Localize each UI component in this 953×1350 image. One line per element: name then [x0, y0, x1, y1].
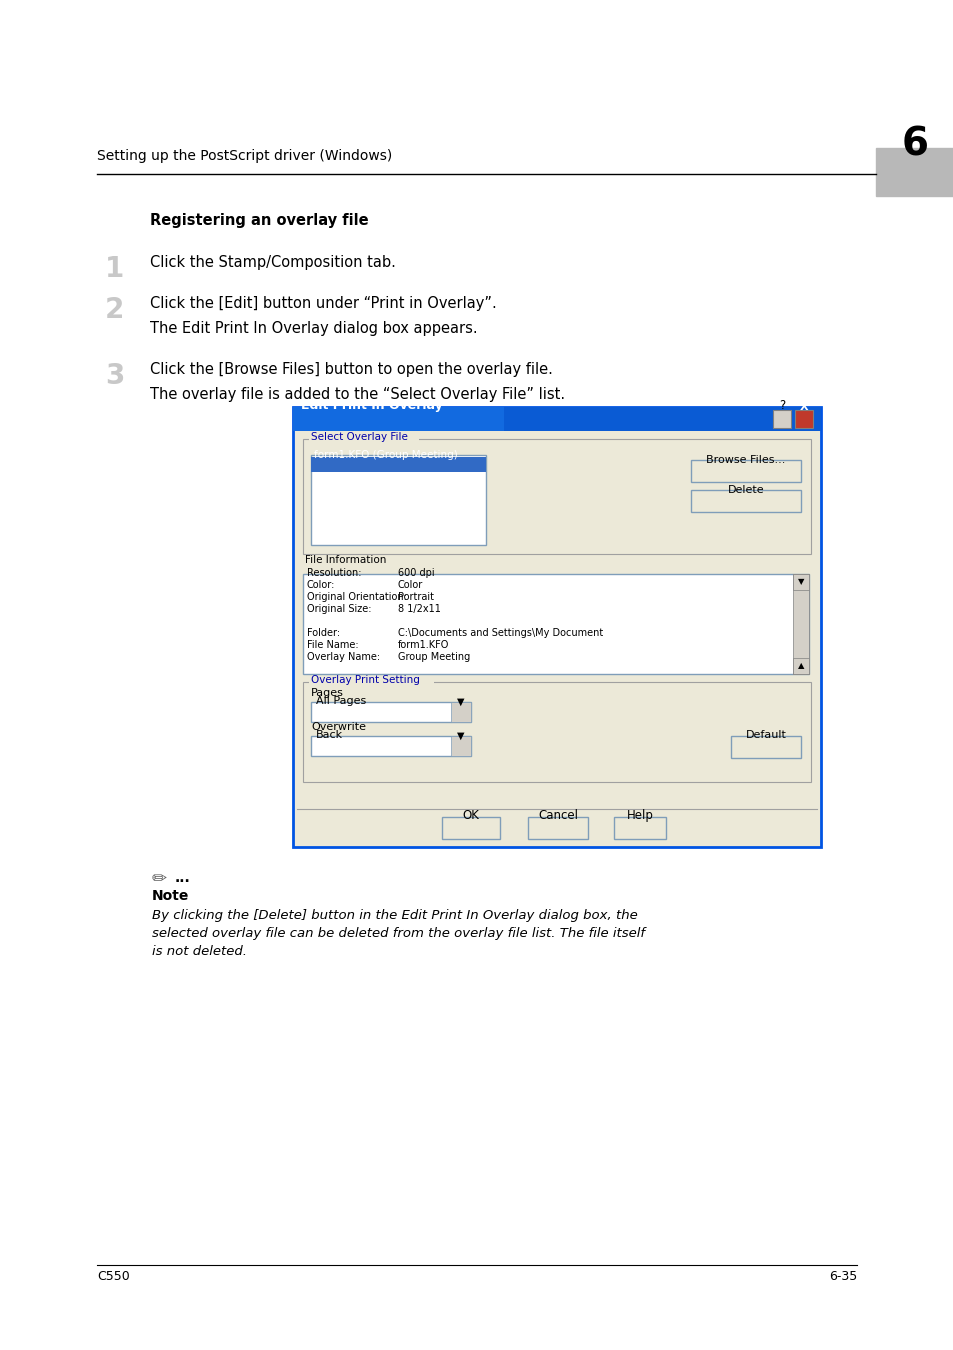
Text: OK: OK — [462, 809, 479, 822]
Text: The Edit Print In Overlay dialog box appears.: The Edit Print In Overlay dialog box app… — [150, 321, 477, 336]
Text: Edit Print In Overlay: Edit Print In Overlay — [301, 400, 442, 412]
Bar — [311, 455, 485, 545]
Text: 6: 6 — [901, 126, 927, 163]
Text: Color:: Color: — [307, 580, 335, 590]
Text: selected overlay file can be deleted from the overlay file list. The file itself: selected overlay file can be deleted fro… — [152, 927, 644, 940]
Bar — [614, 817, 665, 838]
Text: Browse Files...: Browse Files... — [705, 455, 785, 464]
Text: Original Orientation:: Original Orientation: — [307, 593, 406, 602]
Bar — [792, 574, 808, 590]
Text: ▼: ▼ — [797, 578, 803, 586]
Text: C550: C550 — [97, 1270, 130, 1282]
Bar — [303, 574, 808, 674]
Text: Select Overlay File: Select Overlay File — [311, 432, 408, 441]
Bar — [309, 679, 434, 691]
Bar — [875, 148, 953, 196]
Text: ...: ... — [174, 871, 191, 886]
Text: File Name:: File Name: — [307, 640, 358, 649]
Text: Cancel: Cancel — [537, 809, 578, 822]
Bar — [311, 458, 485, 472]
Text: By clicking the [Delete] button in the Edit Print In Overlay dialog box, the: By clicking the [Delete] button in the E… — [152, 909, 638, 922]
Text: Note: Note — [152, 890, 190, 903]
Bar — [527, 817, 587, 838]
Text: C:\Documents and Settings\My Document: C:\Documents and Settings\My Document — [397, 628, 602, 639]
Text: All Pages: All Pages — [315, 697, 366, 706]
Text: is not deleted.: is not deleted. — [152, 945, 247, 958]
Text: X: X — [799, 402, 807, 412]
Text: Overwrite: Overwrite — [311, 722, 366, 732]
Bar — [293, 406, 821, 431]
Bar — [690, 490, 801, 512]
Bar — [303, 439, 810, 554]
Text: Overlay Print Setting: Overlay Print Setting — [311, 675, 419, 684]
Bar — [441, 817, 499, 838]
Text: Back: Back — [315, 730, 343, 740]
Text: ▼: ▼ — [456, 730, 464, 741]
Bar — [794, 410, 812, 428]
Text: Click the [Edit] button under “Print in Overlay”.: Click the [Edit] button under “Print in … — [150, 296, 497, 310]
Bar — [451, 702, 471, 722]
Text: Delete: Delete — [727, 485, 763, 495]
Bar — [772, 410, 790, 428]
Text: Original Size:: Original Size: — [307, 603, 371, 614]
Text: 8 1/2x11: 8 1/2x11 — [397, 603, 440, 614]
Text: Resolution:: Resolution: — [307, 568, 361, 578]
Bar — [451, 736, 471, 756]
Bar — [303, 682, 810, 782]
Text: Click the [Browse Files] button to open the overlay file.: Click the [Browse Files] button to open … — [150, 362, 553, 377]
Bar — [792, 574, 808, 674]
Text: Click the Stamp/Composition tab.: Click the Stamp/Composition tab. — [150, 255, 395, 270]
Text: Folder:: Folder: — [307, 628, 340, 639]
Bar — [293, 406, 503, 431]
Text: 6-35: 6-35 — [828, 1270, 856, 1282]
Text: Group Meeting: Group Meeting — [397, 652, 470, 662]
Text: Overlay Name:: Overlay Name: — [307, 652, 379, 662]
Text: ▼: ▼ — [456, 697, 464, 707]
Text: Portrait: Portrait — [397, 593, 434, 602]
Text: Registering an overlay file: Registering an overlay file — [150, 213, 368, 228]
Text: 1: 1 — [105, 255, 124, 284]
Text: ?: ? — [778, 400, 784, 412]
Text: 600 dpi: 600 dpi — [397, 568, 435, 578]
Bar — [311, 736, 471, 756]
Text: ✏: ✏ — [152, 869, 167, 888]
Bar — [690, 460, 801, 482]
Text: form1.KFO (Group Meeting): form1.KFO (Group Meeting) — [314, 450, 457, 460]
Text: ▲: ▲ — [797, 662, 803, 671]
Text: Default: Default — [745, 730, 785, 740]
Bar — [730, 736, 801, 757]
Text: 3: 3 — [105, 362, 124, 390]
Text: Pages: Pages — [311, 688, 343, 698]
Text: Help: Help — [626, 809, 653, 822]
Text: 2: 2 — [105, 296, 124, 324]
Text: Color: Color — [397, 580, 423, 590]
Text: File Information: File Information — [305, 555, 386, 566]
Text: Setting up the PostScript driver (Windows): Setting up the PostScript driver (Window… — [97, 148, 392, 163]
Bar — [293, 406, 821, 846]
Bar — [311, 702, 471, 722]
Text: form1.KFO: form1.KFO — [397, 640, 449, 649]
Bar — [309, 436, 418, 448]
Text: The overlay file is added to the “Select Overlay File” list.: The overlay file is added to the “Select… — [150, 387, 564, 402]
Bar — [792, 657, 808, 674]
